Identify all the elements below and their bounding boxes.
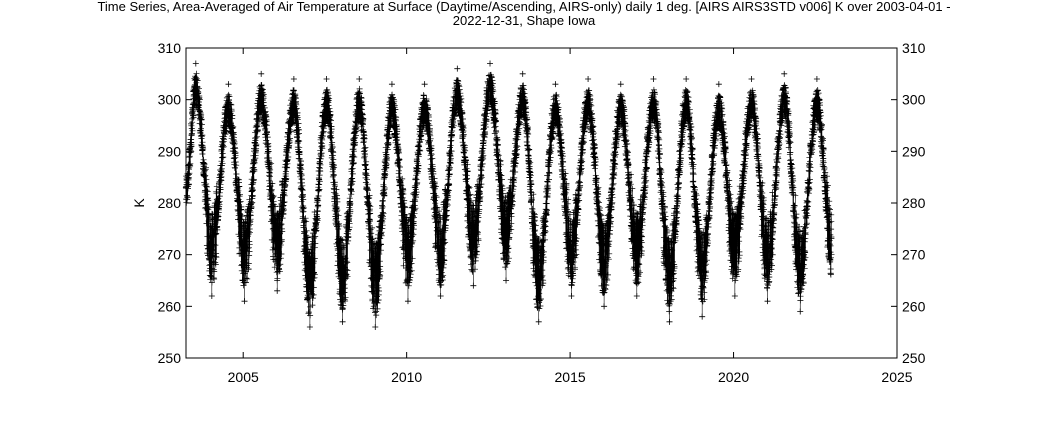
peak-point bbox=[748, 76, 755, 82]
peak-point bbox=[192, 60, 199, 67]
y-tick-label: 260 bbox=[158, 298, 182, 314]
y-tick-label: 300 bbox=[158, 92, 182, 108]
peak-point bbox=[683, 76, 690, 82]
trough-point bbox=[535, 318, 542, 325]
peak-point bbox=[225, 81, 232, 88]
y-tick-label: 280 bbox=[158, 195, 182, 211]
peak-point bbox=[585, 76, 592, 82]
trough-point bbox=[568, 293, 575, 299]
peak-point bbox=[715, 81, 722, 88]
peak-point bbox=[519, 70, 526, 77]
peak-point bbox=[650, 76, 657, 82]
trough-point bbox=[633, 293, 640, 299]
peak-point bbox=[781, 70, 788, 77]
series-markers bbox=[182, 70, 835, 319]
y-axis: 250 250 260 260 270 270 280 280 290 290 300 300 310 3… bbox=[158, 40, 926, 366]
trough-point bbox=[306, 324, 313, 330]
y-axis-label: K bbox=[131, 198, 147, 208]
peak-point bbox=[323, 76, 330, 82]
y-tick-label-right: 300 bbox=[902, 92, 926, 108]
peak-point bbox=[813, 76, 820, 82]
peak-point bbox=[617, 81, 624, 88]
trough-point bbox=[731, 293, 738, 299]
peak-point bbox=[290, 76, 297, 82]
trough-point bbox=[764, 298, 771, 305]
x-tick-label: 2010 bbox=[391, 369, 422, 385]
y-tick-label-right: 280 bbox=[902, 195, 926, 211]
x-axis: 2005 2010 2015 2020 2025 bbox=[228, 48, 913, 385]
x-tick-label: 2015 bbox=[555, 369, 586, 385]
x-tick-label: 2020 bbox=[718, 369, 749, 385]
trough-point bbox=[404, 298, 411, 305]
peak-point bbox=[356, 76, 363, 82]
series-layer bbox=[182, 60, 835, 330]
chart-title-line1: Time Series, Area-Averaged of Air Temper… bbox=[97, 0, 951, 14]
trough-point bbox=[339, 318, 346, 325]
chart-title: Time Series, Area-Averaged of Air Temper… bbox=[0, 0, 1048, 28]
peak-point bbox=[388, 81, 395, 88]
peak-point bbox=[552, 81, 559, 88]
y-tick-label-right: 310 bbox=[902, 40, 926, 56]
x-tick-label: 2005 bbox=[228, 369, 259, 385]
trough-point bbox=[372, 324, 379, 330]
x-tick-label: 2025 bbox=[881, 369, 912, 385]
trough-point bbox=[699, 313, 706, 320]
trough-point bbox=[503, 277, 510, 284]
y-tick-label: 250 bbox=[158, 350, 182, 366]
peak-point bbox=[421, 81, 428, 88]
peak-point bbox=[258, 70, 265, 77]
y-tick-label: 270 bbox=[158, 247, 182, 263]
trough-point bbox=[470, 282, 477, 289]
y-tick-label-right: 290 bbox=[902, 143, 926, 159]
trough-point bbox=[437, 293, 444, 299]
trough-point bbox=[241, 298, 248, 305]
y-tick-label-right: 250 bbox=[902, 350, 926, 366]
trough-point bbox=[601, 303, 608, 310]
peak-point bbox=[487, 60, 494, 67]
y-tick-label: 290 bbox=[158, 143, 182, 159]
trough-point bbox=[208, 293, 215, 299]
trough-point bbox=[797, 308, 804, 315]
trough-point bbox=[274, 287, 281, 294]
trough-point bbox=[666, 318, 673, 325]
y-tick-label: 310 bbox=[158, 40, 182, 56]
peak-point bbox=[454, 65, 461, 72]
chart-title-line2: 2022-12-31, Shape Iowa bbox=[452, 13, 596, 28]
y-tick-label-right: 270 bbox=[902, 247, 926, 263]
y-tick-label-right: 260 bbox=[902, 298, 926, 314]
